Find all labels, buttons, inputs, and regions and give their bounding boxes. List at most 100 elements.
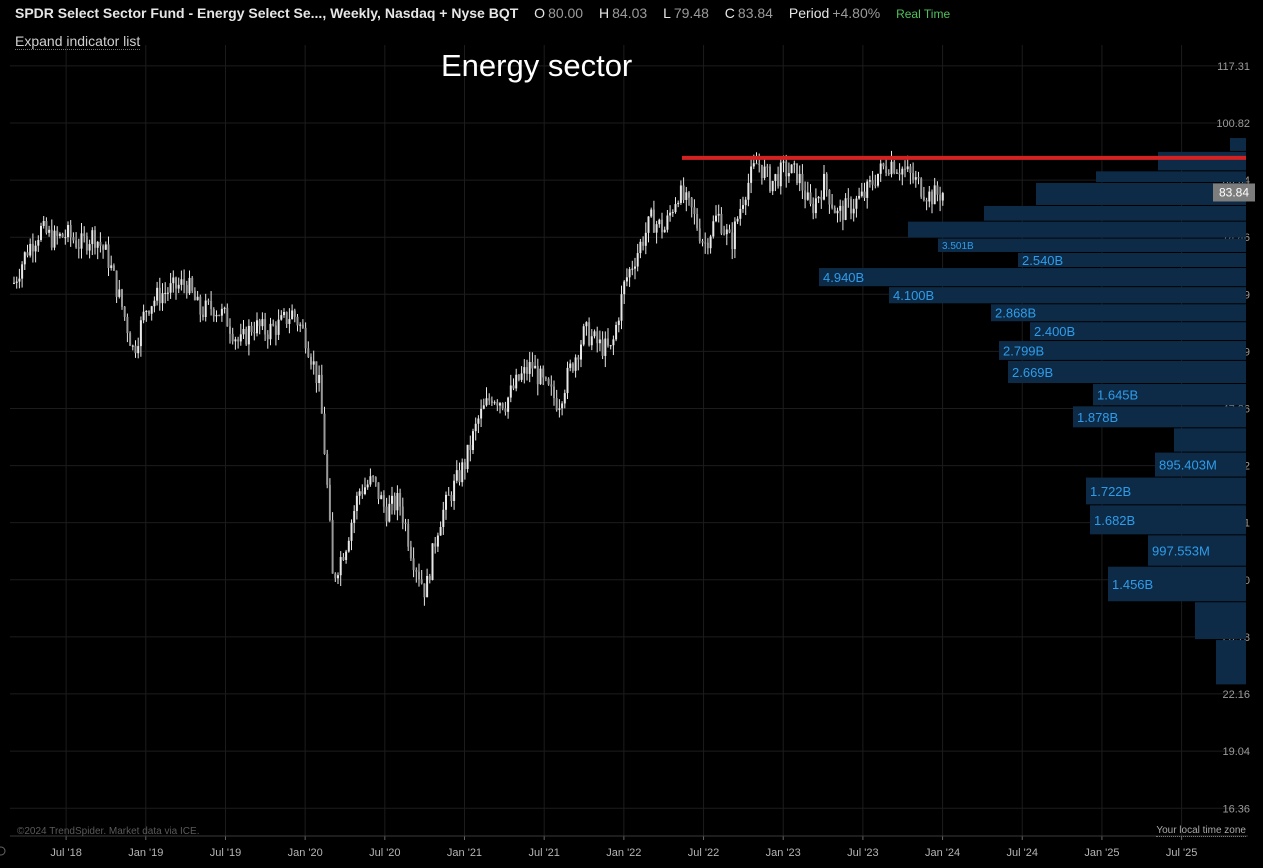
volume-profile-bar[interactable] [1073, 406, 1246, 428]
candle-body [920, 178, 923, 197]
candle-body [407, 524, 410, 547]
volume-profile-bar[interactable] [1030, 322, 1246, 341]
volume-profile-bar[interactable] [991, 304, 1246, 322]
candle-body [304, 327, 307, 349]
candle-body [647, 216, 650, 233]
candle-body [801, 173, 804, 191]
candle-body [901, 168, 904, 175]
candle-body [164, 292, 167, 294]
x-tick-label: Jul '25 [1166, 847, 1197, 859]
candle-body [858, 195, 861, 199]
volume-profile-bar[interactable] [1216, 640, 1246, 685]
volume-profile-bar[interactable] [1195, 602, 1246, 640]
candle-body [196, 296, 199, 301]
candle-body [771, 180, 774, 192]
candle-body [563, 393, 566, 404]
candle-body [320, 374, 323, 414]
candle-body [220, 308, 223, 316]
candle-body [183, 279, 186, 286]
candle-body [639, 241, 642, 254]
candle-body [723, 233, 726, 235]
candle-body [45, 221, 48, 233]
candle-body [18, 278, 21, 282]
candle-body [480, 408, 483, 419]
volume-profile-bar[interactable] [819, 268, 1246, 287]
candle-body [588, 322, 591, 346]
volume-profile-bar[interactable] [1093, 384, 1246, 406]
volume-profile-label: 1.456B [1112, 577, 1153, 592]
candle-body [925, 200, 928, 202]
candle-body [655, 224, 658, 233]
candle-body [347, 540, 350, 552]
volume-profile-bar[interactable] [1174, 428, 1246, 452]
realtime-badge: Real Time [896, 7, 951, 21]
candle-body [13, 282, 15, 284]
volume-profile-bar[interactable] [1036, 182, 1246, 205]
candle-body [928, 191, 931, 202]
candle-body [939, 194, 942, 201]
candle-body [553, 386, 555, 399]
volume-profile-bar[interactable] [908, 221, 1246, 238]
candle-body [517, 374, 520, 380]
candle-body [612, 339, 615, 346]
open-label: O [534, 5, 546, 21]
candle-body [280, 315, 283, 320]
candle-body [531, 362, 534, 369]
candle-body [580, 344, 582, 360]
volume-profile-bar[interactable] [1018, 252, 1246, 268]
candle-body [418, 571, 420, 580]
candle-body [15, 281, 18, 283]
candle-body [709, 236, 712, 249]
candle-body [698, 228, 701, 242]
candle-body [145, 310, 148, 312]
volume-profile-bar[interactable] [938, 238, 1246, 252]
candle-body [623, 281, 626, 295]
candle-body [582, 326, 585, 345]
candle-body [104, 244, 107, 250]
volume-profile-bar[interactable] [984, 205, 1246, 221]
volume-profile-bar[interactable] [1096, 171, 1246, 182]
volume-profile-bar[interactable] [1090, 505, 1246, 535]
candle-body [393, 495, 396, 511]
volume-profile-bar[interactable] [1155, 452, 1246, 477]
candle-body [123, 306, 126, 317]
candle-body [94, 230, 96, 248]
y-tick-label: 22.16 [1222, 689, 1250, 701]
candle-body [674, 204, 677, 213]
volume-profile-bar[interactable] [1108, 566, 1246, 602]
candle-body [596, 331, 599, 344]
candle-body [48, 229, 51, 233]
volume-profile-bar[interactable] [1008, 360, 1246, 384]
timezone-link[interactable]: Your local time zone [1156, 825, 1246, 837]
candle-body [566, 367, 569, 394]
volume-profile-bar[interactable] [1148, 535, 1246, 566]
candle-body [301, 324, 304, 328]
volume-profile-bar[interactable] [889, 287, 1246, 304]
volume-profile-bar[interactable] [1230, 138, 1246, 151]
chart-annotation-text[interactable]: Energy sector [441, 48, 633, 83]
expand-indicator-list-link[interactable]: Expand indicator list [15, 33, 141, 50]
candle-body [601, 339, 604, 356]
symbol-title[interactable]: SPDR Select Sector Fund - Energy Select … [15, 5, 519, 21]
candle-body [852, 208, 855, 214]
scroll-handle-icon[interactable] [0, 846, 6, 856]
candle-body [80, 233, 83, 249]
candle-body [223, 307, 226, 309]
candle-body [185, 285, 188, 294]
candle-body [777, 174, 780, 187]
candle-body [931, 191, 933, 205]
candle-body [628, 269, 631, 278]
candle-body [501, 403, 504, 409]
candle-body [118, 289, 121, 297]
candle-body [29, 243, 32, 256]
candle-body [434, 543, 437, 547]
volume-profile-bar[interactable] [1086, 477, 1246, 505]
candle-body [571, 363, 574, 371]
candle-body [728, 229, 731, 233]
candle-body [663, 229, 666, 233]
candle-body [620, 294, 623, 321]
volume-profile-bar[interactable] [999, 341, 1246, 360]
volume-profile-bar[interactable] [1158, 151, 1246, 171]
candle-body [172, 277, 175, 284]
